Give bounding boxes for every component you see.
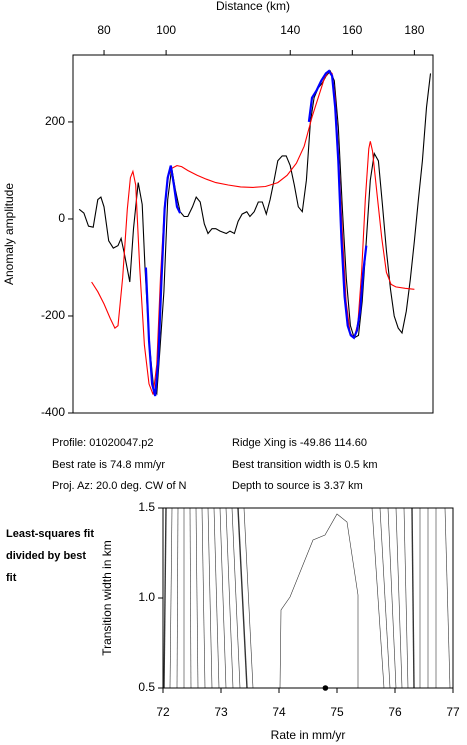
x-tick-label: 77 (446, 705, 460, 719)
contour-line (403, 507, 409, 689)
contour-line (195, 507, 199, 689)
data-line (144, 69, 368, 397)
annotation: Depth to source is 3.37 km (232, 480, 363, 492)
contour-line (395, 507, 403, 689)
annotation: Best rate is 74.8 mm/yr (52, 459, 165, 471)
y-tick-label: 0 (58, 211, 65, 225)
x-tick-label: 180 (404, 23, 424, 37)
annotation: Proj. Az: 20.0 deg. CW of N (52, 480, 187, 492)
x-tick-label: 80 (97, 23, 111, 37)
x-tick-label: 72 (156, 705, 170, 719)
contour-line (201, 507, 206, 689)
x-tick-label: 100 (156, 23, 176, 37)
annotation: Best transition width is 0.5 km (232, 459, 378, 471)
x-tick-label: 160 (342, 23, 362, 37)
contour-line (213, 507, 220, 689)
contour-line (225, 507, 234, 689)
x-axis-label: Rate in mm/yr (271, 728, 346, 742)
x-tick-label: 76 (388, 705, 402, 719)
y-tick-label: 1.5 (138, 500, 155, 514)
contour-line (371, 507, 385, 689)
x-tick-label: 75 (330, 705, 344, 719)
annotation: Profile: 01020047.p2 (52, 437, 154, 449)
x-tick-label: 74 (272, 705, 286, 719)
side-label: Least-squares fit divided by best fit (6, 528, 95, 584)
contour-line (163, 507, 167, 689)
y-axis-label: Transition width in km (100, 540, 114, 656)
contour-line (387, 507, 397, 689)
plot-frame (162, 507, 454, 689)
best-fit-point (322, 685, 329, 691)
y-tick-label: 0.5 (138, 680, 155, 694)
x-tick-label: 73 (214, 705, 228, 719)
data-line (78, 69, 432, 396)
contour-line (176, 507, 179, 689)
y-tick-label: 1.0 (138, 590, 155, 604)
contour-line (411, 507, 415, 689)
y-axis-label: Anomaly amplitude (2, 183, 16, 285)
annotation: Ridge Xing is -49.86 114.60 (232, 437, 367, 449)
contour-line (279, 513, 359, 689)
contour-line (169, 507, 173, 689)
contour-lines (163, 507, 451, 689)
data-line (91, 70, 415, 395)
contour-line (231, 507, 241, 689)
plot-frame (72, 54, 434, 414)
contour-line (243, 507, 254, 689)
y-tick-label: -400 (41, 405, 65, 419)
contour-line (379, 507, 391, 689)
y-tick-label: 200 (45, 114, 65, 128)
y-tick-label: -200 (41, 308, 65, 322)
x-axis-label: Distance (km) (216, 0, 290, 13)
x-tick-label: 140 (280, 23, 300, 37)
contour-line (219, 507, 227, 689)
contour-line (207, 507, 213, 689)
contour-line (237, 507, 248, 689)
contour-line (189, 507, 192, 689)
contour-line (444, 507, 451, 689)
